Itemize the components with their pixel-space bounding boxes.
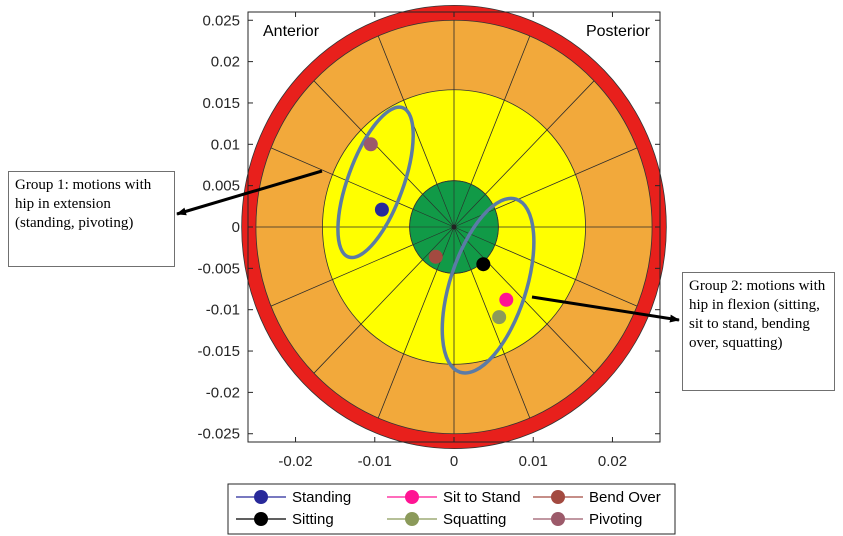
center-dot [451,224,457,230]
axes: 0.025 0.02 0.015 0.01 0.005 0 -0.005 -0.01 -0.01… [197,11,661,470]
center-sector-line [436,184,455,228]
x-tick-label: -0.01 [358,453,392,470]
group1-annotation: Group 1: motions with hip in extension (… [8,171,175,267]
point-sit-to-stand [499,292,514,307]
legend-marker-bend-over [551,490,565,504]
center-sector-line [453,194,486,228]
posterior-label: Posterior [586,23,651,40]
y-tick-label: 0.025 [202,12,240,29]
group2-annotation: Group 2: motions with hip in flexion (si… [682,272,835,391]
legend-label-sitting: Sitting [292,511,334,528]
x-tick-label: 0.02 [598,453,627,470]
y-tick-label: -0.025 [197,426,240,443]
point-standing [374,202,389,217]
annotation-arrows [176,169,680,323]
center-sector-line [422,194,455,228]
y-tick-label: -0.01 [206,302,240,319]
legend-label-squatting: Squatting [443,511,506,528]
point-pivoting [363,137,378,152]
y-tick-label: -0.005 [197,260,240,277]
x-tick-label: 0 [450,453,458,470]
center-sector-line [422,226,455,260]
legend-box [227,483,676,535]
legend-marker-sit-to-stand [405,490,419,504]
center-sector-line [453,184,472,228]
legend-label-bend-over: Bend Over [589,489,661,506]
y-tick-label: 0.02 [211,54,240,71]
group-2-ellipse [440,196,536,375]
y-tick-label: 0.01 [211,136,240,153]
center-sector-line [436,226,455,270]
x-tick-label: 0.01 [519,453,548,470]
y-tick-label: 0.015 [202,95,240,112]
group-1-ellipse [336,105,415,260]
center-sector-line [453,226,496,245]
center-sector-line [412,226,455,245]
x-tick-label: -0.02 [278,453,312,470]
legend: Standing Sit to Stand Bend Over Sitting Squa… [227,483,676,535]
point-sitting [476,257,491,272]
legend-marker-standing [254,490,268,504]
y-tick-label: 0 [232,219,240,236]
center-sector-line [412,209,455,228]
point-bend-over [428,249,443,264]
arrow-group-1 [176,169,323,216]
legend-label-sit-to-stand: Sit to Stand [443,489,521,506]
legend-marker-sitting [254,512,268,526]
legend-marker-pivoting [551,512,565,526]
legend-label-standing: Standing [292,489,351,506]
point-squatting [492,310,507,325]
y-tick-label: 0.005 [202,178,240,195]
arrow-group-2 [531,295,680,323]
y-tick-label: -0.02 [206,384,240,401]
legend-label-pivoting: Pivoting [589,511,642,528]
y-tick-label: -0.015 [197,343,240,360]
plot-area [241,4,667,450]
center-sector-line [453,226,486,260]
anterior-label: Anterior [263,23,320,40]
legend-marker-squatting [405,512,419,526]
